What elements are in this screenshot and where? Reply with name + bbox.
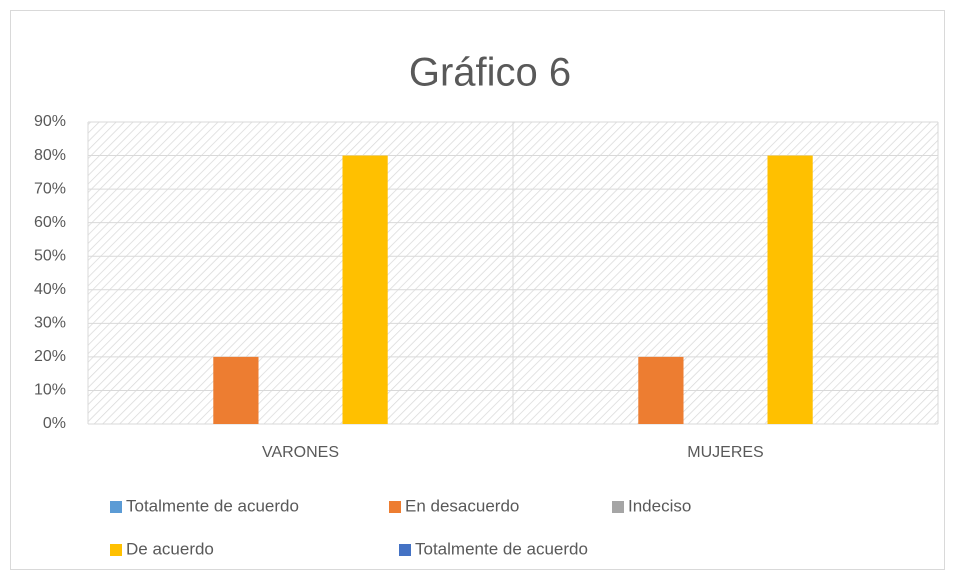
- y-tick-label: 0%: [43, 415, 66, 432]
- y-tick-label: 80%: [34, 147, 66, 164]
- y-tick-label: 70%: [34, 180, 66, 197]
- legend-swatch: [389, 501, 401, 513]
- y-tick-label: 90%: [34, 113, 66, 130]
- y-tick-label: 10%: [34, 382, 66, 399]
- x-tick-label: VARONES: [262, 444, 339, 461]
- bar: [342, 155, 388, 425]
- y-tick-label: 30%: [34, 315, 66, 332]
- legend-swatch: [110, 501, 122, 513]
- y-tick-label: 20%: [34, 348, 66, 365]
- x-tick-label: MUJERES: [687, 444, 763, 461]
- legend-label: De acuerdo: [126, 539, 214, 558]
- chart-title: Gráfico 6: [409, 51, 571, 95]
- legend-label: Totalmente de acuerdo: [415, 539, 588, 558]
- legend-swatch: [110, 544, 122, 556]
- y-tick-label: 60%: [34, 214, 66, 231]
- legend-swatch: [612, 501, 624, 513]
- legend-label: Indeciso: [628, 496, 691, 515]
- legend-label: Totalmente de acuerdo: [126, 496, 299, 515]
- legend-swatch: [399, 544, 411, 556]
- y-tick-label: 40%: [34, 281, 66, 298]
- y-tick-label: 50%: [34, 247, 66, 264]
- legend-label: En desacuerdo: [405, 496, 519, 515]
- bar: [638, 356, 684, 424]
- bar: [767, 155, 813, 425]
- bar: [213, 356, 259, 424]
